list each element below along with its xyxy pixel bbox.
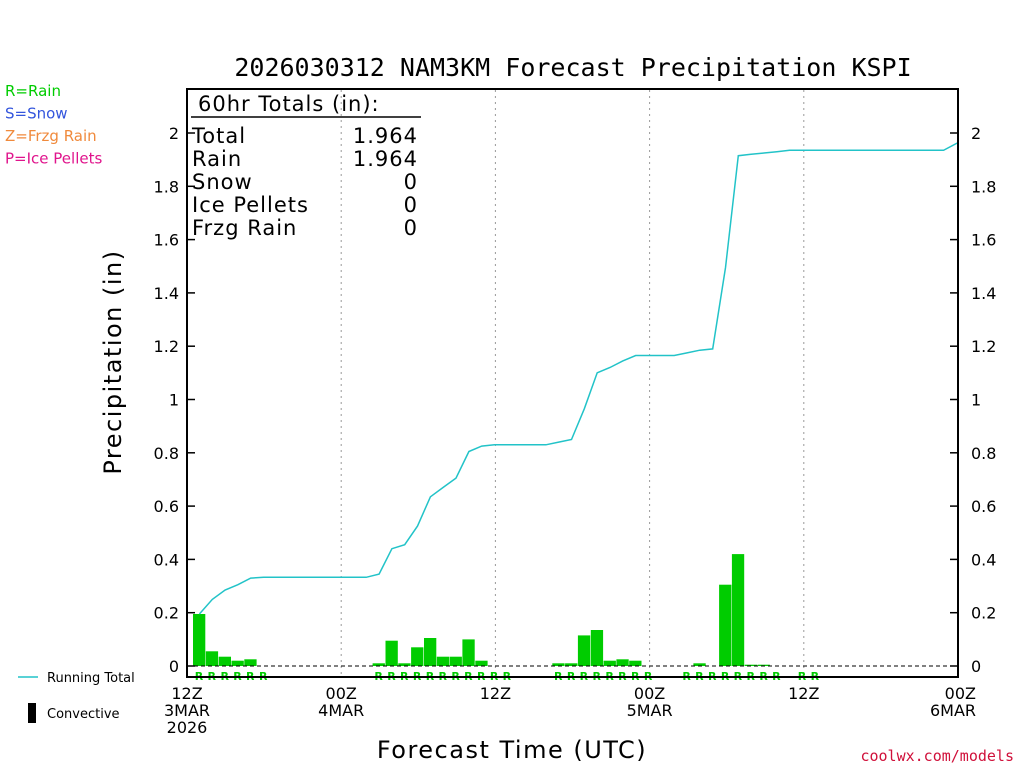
y-tick-label-right: 2 (971, 124, 981, 143)
y-tick-label-right: 0.2 (971, 604, 996, 623)
precip-bar (424, 638, 437, 666)
precip-bar (719, 584, 732, 666)
precip-bar (475, 660, 488, 666)
totals-row-label: Rain (192, 147, 242, 171)
y-tick-label-right: 0.4 (971, 550, 996, 569)
y-tick-label-left: 0.2 (154, 604, 179, 623)
ptype-legend-item: Z=Frzg Rain (5, 127, 97, 145)
precip-bar (244, 659, 257, 666)
precip-bar (757, 664, 770, 666)
y-tick-label-right: 0.6 (971, 497, 996, 516)
plot-frame (186, 88, 959, 678)
totals-heading: 60hr Totals (in): (198, 92, 380, 116)
y-tick-label-left: 0.6 (154, 497, 179, 516)
x-tick-label: 2026 (167, 718, 208, 737)
precip-bar (552, 663, 565, 666)
x-tick-label: 12Z (788, 684, 819, 703)
precip-bar (462, 639, 475, 666)
precip-bar (231, 660, 244, 666)
precip-bar (731, 554, 745, 666)
series-legend: Running Total Convective (18, 671, 135, 723)
running-total-line (198, 141, 959, 615)
precip-bar (616, 659, 629, 666)
y-tick-label-left: 1.2 (154, 337, 179, 356)
x-tick-label: 00Z (945, 684, 976, 703)
precip-bar (205, 651, 219, 666)
y-axis-label: Precipitation (in) (99, 249, 127, 474)
y-tick-label-right: 0.8 (971, 444, 996, 463)
ptype-legend-item: S=Snow (5, 105, 68, 123)
credit-text: coolwx.com/models (860, 747, 1014, 765)
y-tick-label-right: 1.8 (971, 177, 996, 196)
y-tick-label-left: 2 (169, 124, 179, 143)
precip-bar (436, 656, 450, 666)
precip-bar (577, 635, 591, 666)
x-tick-label: 3MAR (164, 701, 210, 720)
totals-rows: Total 1.964 Rain 1.964 Snow 0 Ice Pellets 0 Frzg… (191, 124, 418, 240)
y-tick-label-left: 1.8 (154, 177, 179, 196)
y-tick-label-right: 0 (971, 657, 981, 676)
hourly-precip-bars (193, 554, 770, 666)
precip-bar (603, 660, 616, 666)
precip-bar (372, 663, 385, 666)
totals-row-value: 1.964 (353, 124, 418, 148)
x-tick-label: 5MAR (627, 701, 673, 720)
ptype-legend-item: R=Rain (5, 82, 61, 100)
chart-title: 2026030312 NAM3KM Forecast Precipitation… (234, 53, 911, 82)
precip-bar (385, 640, 398, 666)
precip-type-legend: R=Rain S=Snow Z=Frzg Rain P=Ice Pellets (5, 82, 102, 168)
totals-row-value: 0 (404, 216, 418, 240)
precip-bar (629, 660, 642, 666)
y-tick-label-right: 1 (971, 391, 981, 410)
precip-bar (398, 663, 411, 666)
precip-bar (590, 630, 604, 666)
precip-bar (218, 656, 231, 666)
y-tick-label-left: 1 (169, 391, 179, 410)
x-tick-label: 12Z (480, 684, 511, 703)
convective-legend-swatch (28, 703, 36, 723)
y-tick-label-left: 1.4 (154, 284, 179, 303)
x-tick-label: 12Z (171, 684, 202, 703)
convective-legend-label: Convective (47, 707, 120, 722)
y-tick-label-left: 0.8 (154, 444, 179, 463)
precip-bar (193, 614, 206, 666)
totals-box: 60hr Totals (in): Total 1.964 Rain 1.964 Sno… (191, 92, 421, 240)
totals-row-label: Total (191, 124, 246, 148)
x-tick-label: 00Z (634, 684, 665, 703)
ptype-legend-item: P=Ice Pellets (5, 150, 102, 168)
y-tick-label-left: 1.6 (154, 231, 179, 250)
totals-row-label: Ice Pellets (192, 193, 309, 217)
x-tick-label: 4MAR (318, 701, 364, 720)
precip-bar (411, 647, 424, 666)
totals-row-label: Frzg Rain (192, 216, 297, 240)
totals-row-value: 1.964 (353, 147, 418, 171)
precip-bar (449, 656, 462, 666)
vertical-gridlines (340, 90, 805, 676)
x-tick-label: 6MAR (930, 701, 976, 720)
y-tick-label-right: 1.6 (971, 231, 996, 250)
y-tick-label-left: 0.4 (154, 550, 179, 569)
precip-bar (565, 663, 578, 666)
y-axis-ticks: 0 00.2 0.20.4 0.40.6 0.60.8 0.81 11.2 1.21.4 1.4… (154, 124, 997, 676)
y-tick-label-left: 0 (169, 657, 179, 676)
y-tick-label-right: 1.2 (971, 337, 996, 356)
totals-row-value: 0 (404, 170, 418, 194)
x-tick-label: 00Z (326, 684, 357, 703)
running-total-legend-label: Running Total (47, 671, 135, 686)
precip-bar (693, 663, 706, 666)
totals-row-value: 0 (404, 193, 418, 217)
y-tick-label-right: 1.4 (971, 284, 996, 303)
totals-row-label: Snow (192, 170, 253, 194)
x-axis-label: Forecast Time (UTC) (377, 736, 647, 764)
precip-bar (744, 664, 757, 666)
